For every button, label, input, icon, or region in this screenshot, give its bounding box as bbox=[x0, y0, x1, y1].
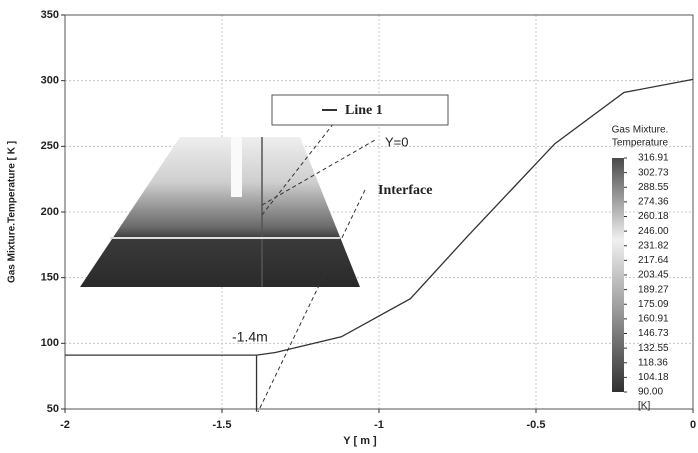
colorbar-label: 288.55 bbox=[638, 182, 669, 193]
y-tick-label: 300 bbox=[41, 75, 59, 87]
colorbar-label: 118.36 bbox=[638, 357, 668, 368]
y-tick-label: 50 bbox=[47, 403, 59, 415]
colorbar-label: 203.45 bbox=[638, 270, 669, 281]
colorbar-unit: [K] bbox=[638, 401, 650, 412]
y-axis-label: Gas Mixture.Temperature [ K ] bbox=[7, 141, 18, 283]
y-tick-label: 250 bbox=[41, 140, 59, 152]
annotation: Interface bbox=[378, 183, 432, 198]
colorbar-label: 302.73 bbox=[638, 167, 669, 178]
colorbar bbox=[612, 158, 624, 392]
inset-image bbox=[80, 104, 376, 413]
pointer bbox=[257, 189, 366, 413]
colorbar-label: 175.09 bbox=[638, 299, 669, 310]
y-tick-label: 100 bbox=[41, 337, 59, 349]
colorbar-label: 189.27 bbox=[638, 284, 669, 295]
colorbar-label: 217.64 bbox=[638, 255, 669, 266]
colorbar-label: 246.00 bbox=[638, 226, 669, 237]
legend-label: Line 1 bbox=[345, 103, 383, 118]
colorbar-label: 316.91 bbox=[638, 153, 669, 164]
colorbar-label: 260.18 bbox=[638, 211, 669, 222]
colorbar-label: 231.82 bbox=[638, 240, 669, 251]
colorbar-title: Temperature bbox=[612, 138, 669, 149]
inset-slot bbox=[231, 137, 242, 197]
x-axis-label: Y [ m ] bbox=[343, 435, 377, 447]
y-tick-label: 200 bbox=[41, 206, 59, 218]
data-line bbox=[65, 78, 694, 412]
annotation: Y=0 bbox=[385, 134, 409, 149]
x-tick-label: -1.5 bbox=[213, 419, 232, 431]
x-tick-label: -0.5 bbox=[527, 419, 546, 431]
x-tick-label: -1 bbox=[374, 419, 384, 431]
colorbar-label: 146.73 bbox=[638, 328, 669, 339]
pointer bbox=[261, 139, 376, 206]
colorbar-label: 132.55 bbox=[638, 343, 669, 354]
x-tick-label: 0 bbox=[690, 419, 696, 431]
colorbar-label: 90.00 bbox=[638, 387, 663, 398]
colorbar-label: 160.91 bbox=[638, 314, 669, 325]
y-tick-label: 150 bbox=[41, 272, 59, 284]
y-tick-label: 350 bbox=[41, 9, 59, 21]
x-tick-label: -2 bbox=[60, 419, 70, 431]
legend bbox=[271, 94, 449, 126]
inset-domain bbox=[80, 137, 360, 287]
colorbar-title: Gas Mixture. bbox=[612, 125, 669, 136]
colorbar-label: 104.18 bbox=[638, 372, 669, 383]
pointer bbox=[261, 104, 349, 216]
colorbar-label: 274.36 bbox=[638, 197, 669, 208]
annotation: -1.4m bbox=[232, 329, 268, 345]
